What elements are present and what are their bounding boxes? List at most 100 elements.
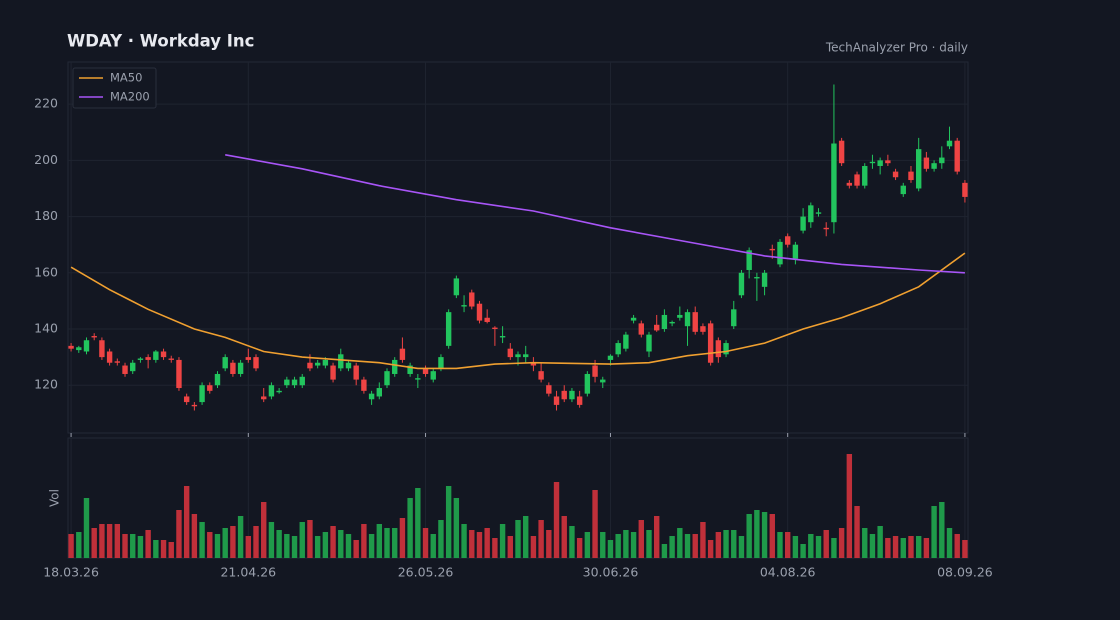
volume-bar	[207, 532, 213, 558]
candle-body	[484, 317, 490, 322]
volume-bar	[576, 538, 583, 558]
volume-bar	[939, 502, 945, 558]
candle-body	[707, 323, 714, 363]
volume-bar	[268, 522, 275, 558]
candle-body	[438, 357, 444, 369]
volume-bar	[831, 538, 837, 558]
candle-body	[76, 347, 82, 351]
volume-bar	[800, 544, 806, 558]
candle-body	[515, 354, 521, 358]
candle-body	[669, 321, 675, 324]
candle-body	[322, 359, 329, 366]
candle-body	[723, 343, 729, 355]
volume-bar	[923, 538, 930, 558]
y-tick-label: 220	[34, 96, 58, 111]
volume-bar	[654, 516, 660, 558]
volume-bar	[584, 532, 591, 558]
ma-line	[225, 154, 965, 274]
candle-body	[900, 185, 906, 195]
volume-bar	[91, 528, 97, 558]
volume-bar	[68, 534, 74, 558]
volume-bar	[469, 530, 475, 558]
volume-bar	[815, 536, 822, 558]
volume-bar	[854, 506, 860, 558]
candle-body	[638, 323, 644, 335]
candle-body	[800, 216, 806, 231]
candle-body	[646, 334, 652, 352]
candle-body	[330, 365, 336, 380]
volume-bar	[946, 528, 953, 558]
volume-bar	[569, 526, 575, 558]
candle-body	[276, 390, 282, 393]
volume-bar	[307, 520, 313, 558]
volume-bar	[754, 510, 760, 558]
volume-bar	[638, 520, 644, 558]
volume-bar	[877, 526, 883, 558]
candle-body	[869, 161, 876, 164]
candle-body	[299, 376, 305, 386]
volume-bar	[338, 530, 344, 558]
volume-bar	[746, 514, 752, 558]
candle-body	[430, 371, 436, 380]
chart-subtitle: TechAnalyzer Pro · daily	[825, 41, 968, 55]
candle-body	[261, 396, 267, 400]
volume-bar	[677, 528, 683, 558]
candle-body	[368, 393, 375, 400]
volume-bar	[908, 536, 914, 558]
candle-body	[677, 314, 683, 318]
volume-bar	[954, 534, 960, 558]
x-tick-label: 08.09.26	[937, 565, 993, 580]
candle-body	[607, 355, 614, 360]
candle-body	[176, 359, 182, 389]
volume-bar	[153, 540, 159, 558]
candle-body	[122, 365, 128, 374]
volume-bar	[392, 528, 398, 558]
candle-body	[792, 244, 799, 259]
candle-body	[654, 324, 660, 331]
candle-body	[838, 140, 845, 164]
candle-body	[761, 272, 768, 287]
volume-bar	[353, 540, 359, 558]
candle-body	[469, 292, 475, 307]
volume-bar	[484, 528, 490, 558]
candle-body	[715, 340, 722, 358]
candle-body	[808, 205, 814, 223]
volume-bar	[330, 526, 336, 558]
candle-body	[476, 303, 483, 321]
volume-bar	[553, 482, 560, 558]
volume-bar	[538, 520, 544, 558]
volume-bar	[299, 522, 305, 558]
candle-body	[384, 371, 390, 386]
candle-body	[268, 385, 275, 397]
volume-bar	[430, 534, 436, 558]
volume-bar	[345, 534, 352, 558]
candle-body	[376, 388, 382, 397]
candle-body	[746, 250, 752, 270]
candle-body	[684, 312, 691, 327]
volume-bar	[376, 524, 382, 558]
candle-body	[923, 157, 930, 169]
volume-bar	[284, 534, 290, 558]
candle-body	[561, 390, 567, 400]
volume-bar	[253, 526, 259, 558]
candle-body	[407, 365, 413, 374]
candle-body	[392, 359, 398, 374]
volume-bar	[707, 540, 714, 558]
volume-bar	[592, 490, 598, 558]
candle-body	[422, 368, 429, 374]
candle-body	[145, 357, 151, 360]
candle-body	[777, 241, 783, 265]
y-tick-label: 200	[34, 152, 58, 167]
candle-body	[137, 358, 144, 360]
volume-bar	[808, 534, 814, 558]
volume-bar	[892, 536, 899, 558]
candle-body	[353, 365, 359, 380]
volume-bar	[715, 532, 722, 558]
candle-body	[245, 357, 252, 360]
candle-body	[253, 357, 259, 369]
candle-body	[399, 348, 406, 360]
candle-body	[784, 236, 791, 245]
volume-bar	[415, 488, 421, 558]
volume-bar	[214, 534, 221, 558]
